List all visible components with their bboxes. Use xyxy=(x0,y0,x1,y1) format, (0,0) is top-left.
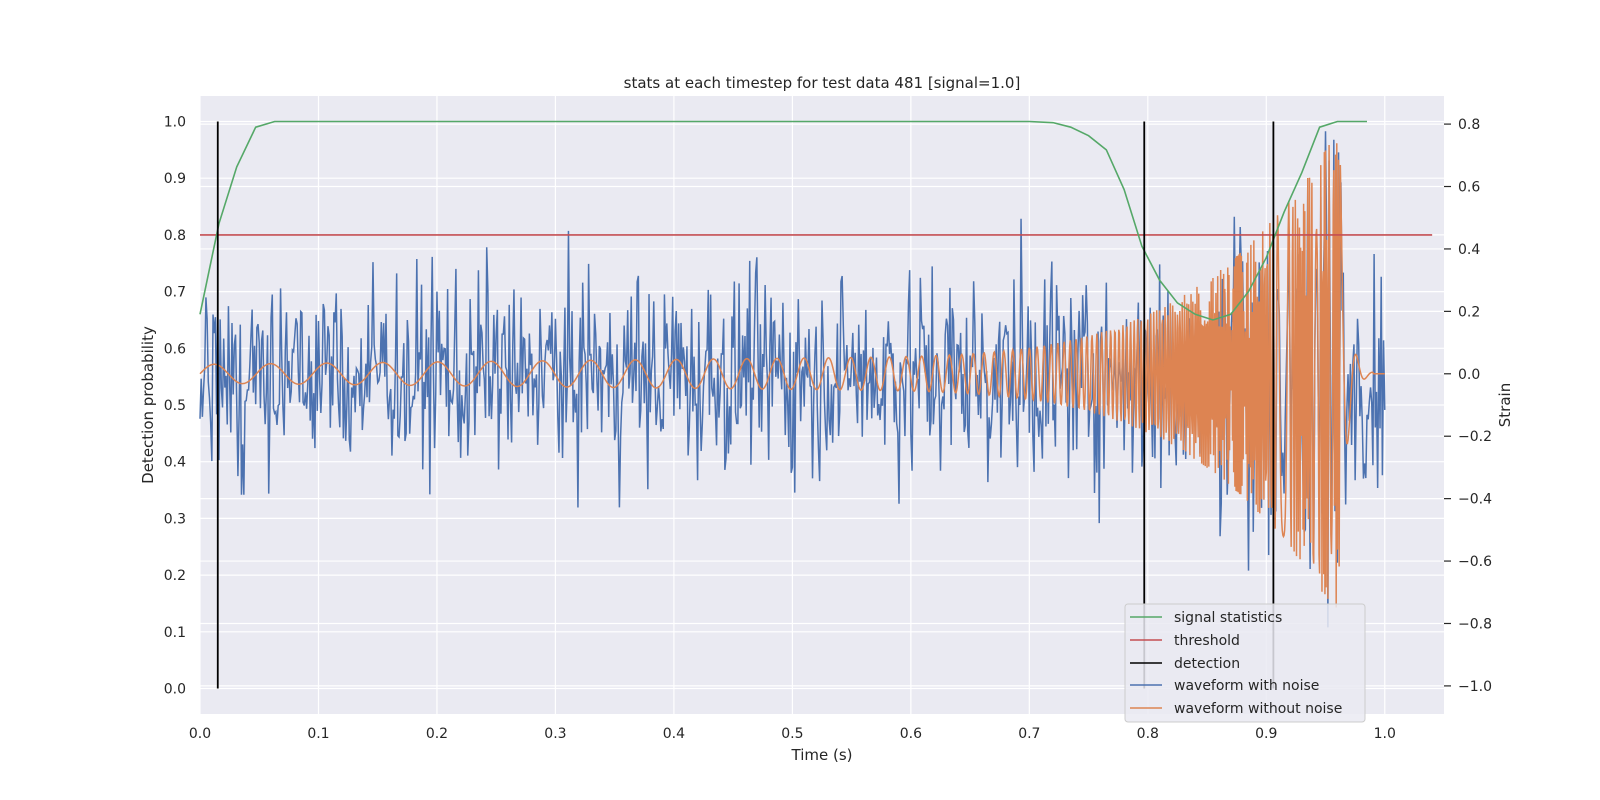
series-layer xyxy=(199,120,1433,689)
y-right-tick-label: 0.8 xyxy=(1458,117,1480,133)
y-left-tick-label: 0.1 xyxy=(164,625,186,641)
ticks-layer: 0.0 0.1 0.2 0.3 0.4 0.5 0.6 0.7 0.8 0.9 1.0 0.0 0.1 0… xyxy=(164,115,1492,742)
y-right-tick-label: −0.6 xyxy=(1458,554,1492,570)
x-tick-label: 0.3 xyxy=(544,726,566,742)
x-axis-label: Time (s) xyxy=(791,746,853,764)
legend-label-threshold: threshold xyxy=(1174,633,1240,649)
y-right-tick-label: 0.0 xyxy=(1458,367,1480,383)
x-tick-label: 1.0 xyxy=(1374,726,1396,742)
y-left-tick-label: 0.0 xyxy=(164,681,186,697)
series-waveform-without-noise xyxy=(199,143,1385,608)
legend-label-detection: detection xyxy=(1174,656,1240,672)
x-tick-label: 0.8 xyxy=(1137,726,1159,742)
legend-label-signal: signal statistics xyxy=(1174,610,1282,626)
x-tick-label: 0.0 xyxy=(189,726,211,742)
y-right-tick-label: 0.2 xyxy=(1458,304,1480,320)
y-right-tick-label: −0.8 xyxy=(1458,616,1492,632)
y-left-tick-label: 0.2 xyxy=(164,568,186,584)
y-left-tick-label: 0.9 xyxy=(164,171,186,187)
x-tick-label: 0.7 xyxy=(1018,726,1040,742)
x-tick-label: 0.4 xyxy=(663,726,685,742)
y-axis-label-right: Strain xyxy=(1496,383,1514,427)
chart-title: stats at each timestep for test data 481… xyxy=(624,74,1021,92)
y-right-tick-label: 0.6 xyxy=(1458,180,1480,196)
y-left-tick-label: 0.7 xyxy=(164,285,186,301)
x-tick-label: 0.5 xyxy=(781,726,803,742)
y-left-tick-label: 0.8 xyxy=(164,228,186,244)
y-right-tick-label: −0.2 xyxy=(1458,429,1492,445)
legend-label-clean: waveform without noise xyxy=(1174,701,1342,717)
x-tick-label: 0.2 xyxy=(426,726,448,742)
x-tick-label: 0.1 xyxy=(307,726,329,742)
y-right-tick-label: −1.0 xyxy=(1458,679,1492,695)
series-signal-statistics xyxy=(199,120,1367,321)
y-axis-label-left: Detection probability xyxy=(139,326,157,484)
y-left-tick-label: 0.5 xyxy=(164,398,186,414)
legend: signal statistics threshold detection wa… xyxy=(1124,603,1366,723)
y-right-tick-label: 0.4 xyxy=(1458,242,1480,258)
y-left-tick-label: 0.3 xyxy=(164,511,186,527)
legend-label-noisy: waveform with noise xyxy=(1174,678,1319,694)
x-tick-label: 0.9 xyxy=(1255,726,1277,742)
y-left-tick-label: 0.4 xyxy=(164,455,186,471)
y-left-tick-label: 0.6 xyxy=(164,341,186,357)
legend-box xyxy=(1124,603,1366,723)
y-left-tick-label: 1.0 xyxy=(164,115,186,131)
x-tick-label: 0.6 xyxy=(900,726,922,742)
y-right-tick-label: −0.4 xyxy=(1458,492,1492,508)
